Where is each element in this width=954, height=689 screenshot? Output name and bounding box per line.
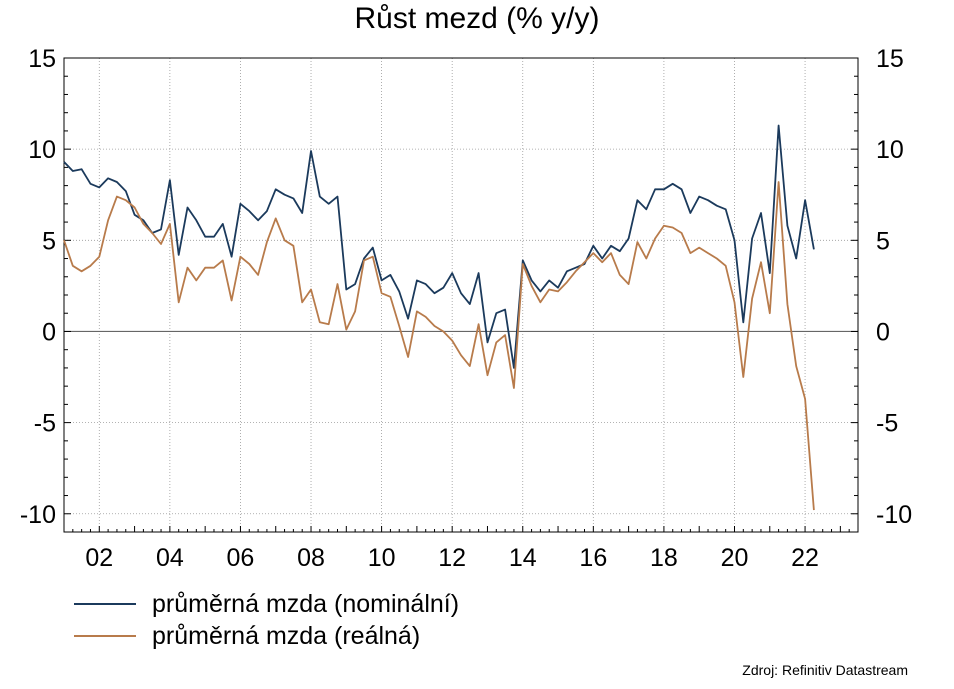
x-tick-label: 14: [509, 544, 537, 572]
legend-swatch-real: [74, 635, 136, 637]
x-tick-label: 06: [227, 544, 255, 572]
x-tick-label: 16: [579, 544, 607, 572]
x-tick-label: 22: [791, 544, 819, 572]
legend-swatch-nominal: [74, 603, 136, 605]
y-tick-label-left: -5: [34, 410, 56, 438]
legend: průměrná mzda (nominální) průměrná mzda …: [74, 588, 459, 652]
y-tick-label-left: 15: [28, 45, 56, 73]
y-tick-label-left: 10: [28, 136, 56, 164]
x-tick-label: 02: [85, 544, 113, 572]
y-tick-label-right: 15: [876, 45, 904, 73]
plot-frame: [63, 57, 859, 533]
y-tick-label-right: -10: [876, 501, 912, 529]
x-tick-label: 10: [368, 544, 396, 572]
source-note: Zdroj: Refinitiv Datastream: [742, 662, 908, 678]
y-tick-label-left: 0: [42, 318, 56, 346]
y-tick-label-right: 10: [876, 136, 904, 164]
x-tick-label: 08: [297, 544, 325, 572]
y-tick-label-left: -10: [20, 501, 56, 529]
chart-title: Růst mezd (% y/y): [354, 2, 600, 35]
series-line-real: [63, 181, 815, 511]
series-line-nominal: [63, 124, 815, 369]
legend-label-nominal: průměrná mzda (nominální): [152, 589, 460, 618]
x-tick-label: 20: [721, 544, 749, 572]
x-tick-label: 18: [650, 544, 678, 572]
y-tick-label-right: -5: [876, 410, 898, 438]
x-tick-label: 12: [438, 544, 466, 572]
legend-item-real: průměrná mzda (reálná): [74, 620, 459, 652]
y-tick-label-right: 5: [876, 227, 890, 255]
x-tick-label: 04: [156, 544, 184, 572]
y-tick-label-left: 5: [42, 227, 56, 255]
legend-label-real: průměrná mzda (reálná): [152, 621, 421, 650]
y-tick-label-right: 0: [876, 318, 890, 346]
legend-item-nominal: průměrná mzda (nominální): [74, 588, 459, 620]
